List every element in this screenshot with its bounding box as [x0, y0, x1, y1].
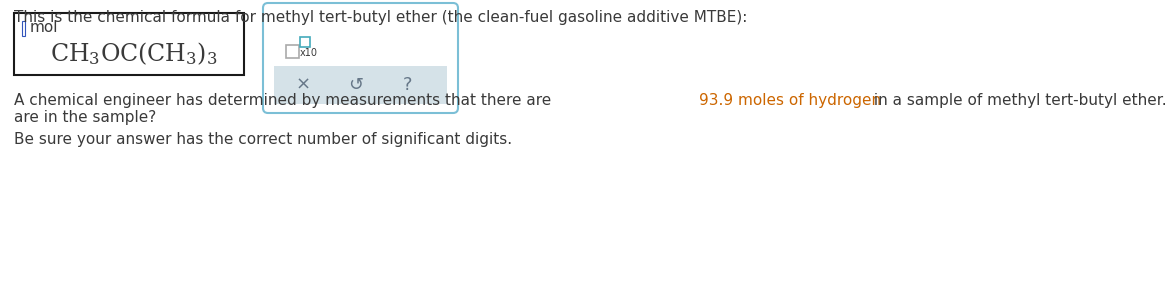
Text: mol: mol: [30, 20, 58, 35]
Text: x10: x10: [301, 48, 318, 58]
Text: Be sure your answer has the correct number of significant digits.: Be sure your answer has the correct numb…: [14, 132, 513, 147]
Text: ↺: ↺: [348, 76, 363, 94]
Text: ?: ?: [403, 76, 412, 94]
Text: This is the chemical formula for methyl tert-butyl ether (the clean-fuel gasolin: This is the chemical formula for methyl …: [14, 10, 748, 25]
Bar: [301, 37, 310, 47]
Text: $\mathregular{CH_3OC(CH_3)_3}$: $\mathregular{CH_3OC(CH_3)_3}$: [50, 40, 218, 67]
Text: in a sample of methyl tert-butyl ether. How many moles of oxygen: in a sample of methyl tert-butyl ether. …: [869, 93, 1165, 108]
Bar: [285, 45, 299, 58]
Text: are in the sample?: are in the sample?: [14, 110, 156, 125]
Bar: [22, 21, 24, 36]
FancyBboxPatch shape: [263, 3, 458, 113]
Text: A chemical engineer has determined by measurements that there are: A chemical engineer has determined by me…: [14, 93, 556, 108]
Bar: [274, 66, 447, 104]
Text: 93.9 moles of hydrogen: 93.9 moles of hydrogen: [699, 93, 881, 108]
Bar: [14, 13, 243, 75]
Text: ×: ×: [296, 76, 311, 94]
